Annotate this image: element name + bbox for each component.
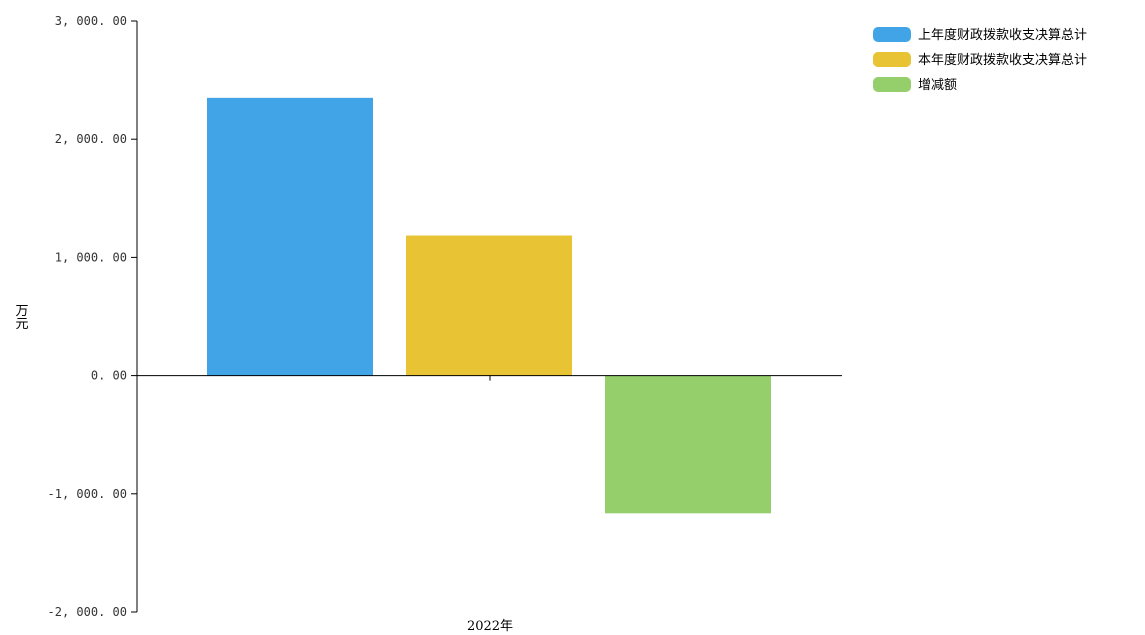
y-tick-label: 2, 000. 00 (55, 132, 127, 146)
legend-swatch (873, 52, 911, 67)
legend-item-3[interactable]: 增减额 (873, 77, 957, 93)
y-axis: 3, 000. 00 2, 000. 00 1, 000. 00 0. 00 -1, 0… (48, 14, 138, 619)
x-axis: 2022年 (137, 375, 842, 634)
legend-label: 增减额 (918, 78, 957, 93)
x-tick-label: 2022年 (467, 619, 513, 634)
y-axis-label: 万元 (13, 304, 29, 331)
legend-swatch (873, 27, 911, 42)
y-tick-label: -2, 000. 00 (48, 605, 127, 619)
bars (207, 97, 771, 514)
bar-1[interactable] (207, 97, 373, 376)
legend-label: 本年度财政拨款收支决算总计 (918, 52, 1087, 68)
legend-item-1[interactable]: 上年度财政拨款收支决算总计 (873, 27, 1087, 43)
y-tick-label: 3, 000. 00 (55, 14, 127, 28)
y-tick-label: 0. 00 (91, 369, 127, 383)
y-tick-label: 1, 000. 00 (55, 250, 127, 264)
bar-3[interactable] (605, 375, 771, 514)
legend-item-2[interactable]: 本年度财政拨款收支决算总计 (873, 52, 1087, 68)
bar-2[interactable] (406, 235, 572, 376)
legend-swatch (873, 77, 911, 92)
y-tick-label: -1, 000. 00 (48, 487, 127, 501)
legend-label: 上年度财政拨款收支决算总计 (918, 27, 1087, 43)
